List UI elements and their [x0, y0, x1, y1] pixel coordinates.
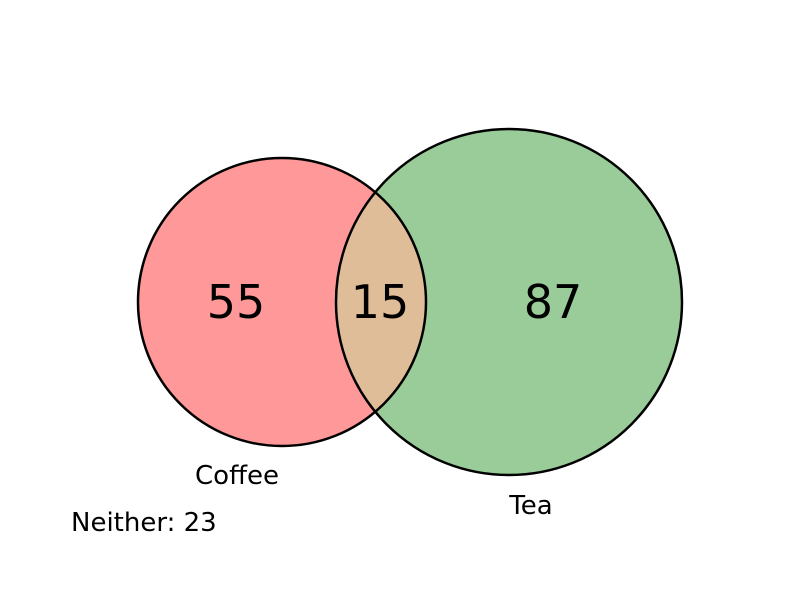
coffee-circle-outline — [136, 156, 428, 448]
tea-circle-outline — [334, 127, 684, 477]
coffee-only-count: 55 — [207, 275, 266, 329]
coffee-set-label: Coffee — [195, 461, 279, 491]
neither-label: Neither: 23 — [71, 508, 217, 538]
tea-circle — [336, 129, 682, 475]
intersection-count: 15 — [351, 275, 410, 329]
tea-set-label: Tea — [508, 491, 552, 521]
tea-only-count: 87 — [524, 275, 583, 329]
